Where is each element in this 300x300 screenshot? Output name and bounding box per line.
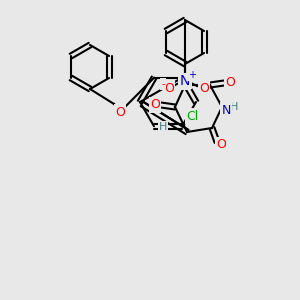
Text: +: + [188,70,196,80]
Text: O: O [164,82,174,94]
Text: O: O [199,82,209,94]
Text: N: N [180,74,190,88]
Text: H: H [230,102,238,112]
Text: Cl: Cl [186,110,198,123]
Text: O: O [216,139,226,152]
Text: H: H [159,122,167,132]
Text: N: N [221,103,231,116]
Text: O: O [225,76,235,89]
Text: O: O [115,106,125,118]
Text: -: - [161,79,165,89]
Text: N: N [180,76,190,88]
Text: O: O [150,98,160,112]
